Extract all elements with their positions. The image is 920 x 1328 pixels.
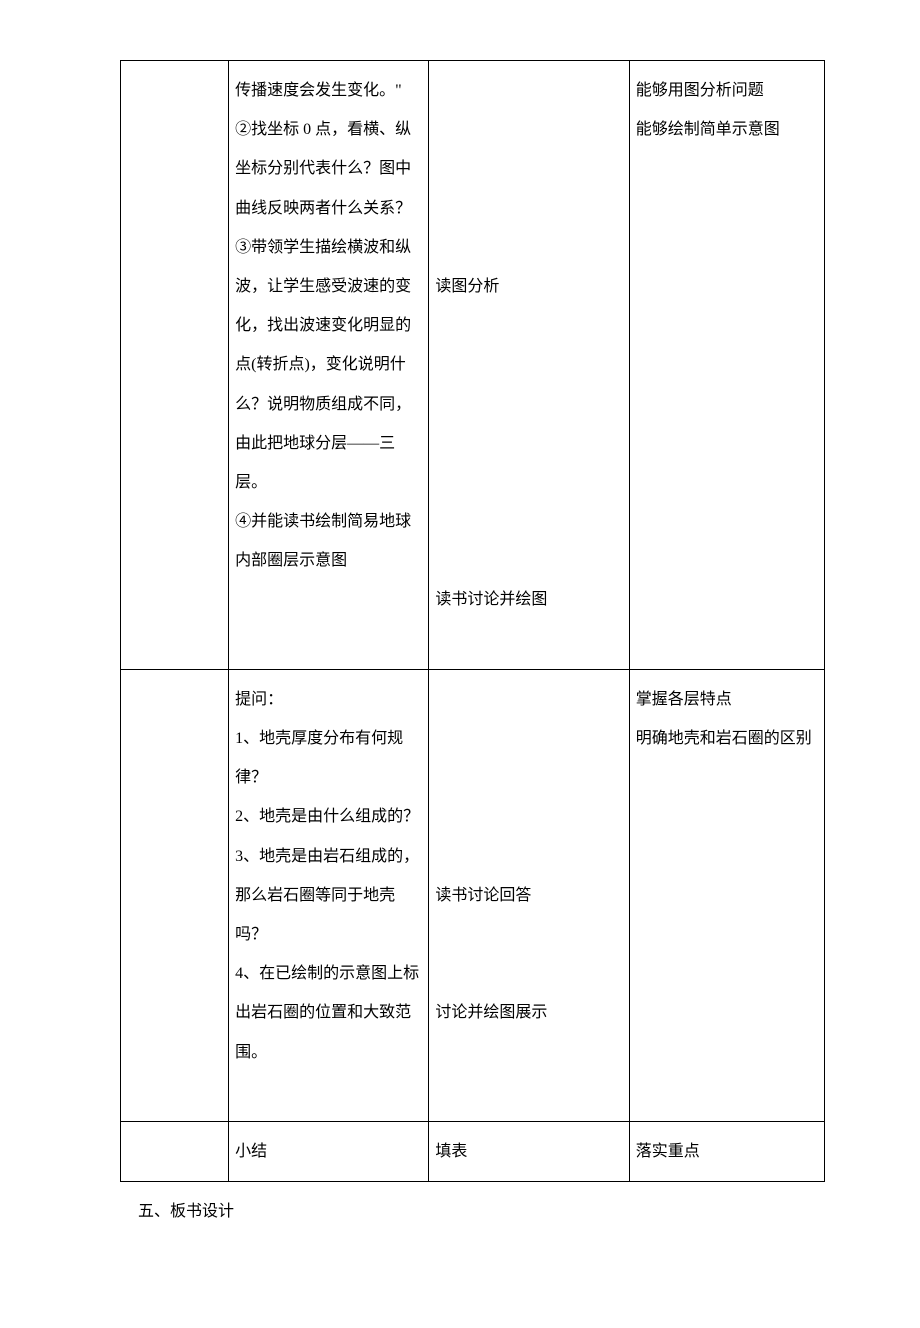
cell-text bbox=[435, 424, 622, 463]
cell-text bbox=[435, 502, 622, 541]
cell-text: 2、地壳是由什么组成的？ bbox=[235, 797, 422, 836]
cell-text: 讨论并绘图展示 bbox=[435, 993, 622, 1032]
cell-text bbox=[235, 580, 422, 619]
cell-text: 落实重点 bbox=[636, 1132, 818, 1171]
cell-text: 1、地壳厚度分布有何规律？ bbox=[235, 719, 422, 797]
cell-text: 4、在已绘制的示意图上标出岩石圈的位置和大致范围。 bbox=[235, 954, 422, 1072]
cell-text: 传播速度会发生变化。" bbox=[235, 71, 422, 110]
cell-text: 读图分析 bbox=[435, 267, 622, 306]
cell-text: ③带领学生描绘横波和纵波，让学生感受波速的变化，找出波速变化明显的点(转折点)，… bbox=[235, 228, 422, 502]
cell-text bbox=[435, 385, 622, 424]
cell-text: 提问： bbox=[235, 680, 422, 719]
cell-text bbox=[435, 149, 622, 188]
cell-text bbox=[435, 797, 622, 836]
section-heading: 五、板书设计 bbox=[120, 1196, 825, 1228]
col-3: 填表 bbox=[429, 1121, 629, 1181]
cell-text: 掌握各层特点 bbox=[636, 680, 818, 719]
cell-text bbox=[435, 541, 622, 580]
col-3: 读书讨论回答 讨论并绘图展示 bbox=[429, 669, 629, 1121]
cell-text bbox=[435, 719, 622, 758]
cell-text bbox=[435, 915, 622, 954]
col-4: 落实重点 bbox=[629, 1121, 824, 1181]
cell-text bbox=[435, 620, 622, 659]
col-1 bbox=[121, 669, 229, 1121]
cell-text: 读书讨论回答 bbox=[435, 876, 622, 915]
col-4: 能够用图分析问题能够绘制简单示意图 bbox=[629, 61, 824, 670]
cell-text bbox=[235, 1072, 422, 1111]
cell-text bbox=[435, 228, 622, 267]
cell-text bbox=[435, 71, 622, 110]
table-row: 小结填表落实重点 bbox=[121, 1121, 825, 1181]
col-2: 提问：1、地壳厚度分布有何规律？2、地壳是由什么组成的？3、地壳是由岩石组成的，… bbox=[229, 669, 429, 1121]
cell-text bbox=[435, 306, 622, 345]
col-2: 传播速度会发生变化。"②找坐标 0 点，看横、纵坐标分别代表什么？图中曲线反映两… bbox=[229, 61, 429, 670]
table-row: 传播速度会发生变化。"②找坐标 0 点，看横、纵坐标分别代表什么？图中曲线反映两… bbox=[121, 61, 825, 670]
cell-text bbox=[435, 189, 622, 228]
col-4: 掌握各层特点明确地壳和岩石圈的区别 bbox=[629, 669, 824, 1121]
table-body: 传播速度会发生变化。"②找坐标 0 点，看横、纵坐标分别代表什么？图中曲线反映两… bbox=[121, 61, 825, 1182]
cell-text: 3、地壳是由岩石组成的，那么岩石圈等同于地壳吗？ bbox=[235, 837, 422, 955]
col-2: 小结 bbox=[229, 1121, 429, 1181]
cell-text: 能够绘制简单示意图 bbox=[636, 110, 818, 149]
table-row: 提问：1、地壳厚度分布有何规律？2、地壳是由什么组成的？3、地壳是由岩石组成的，… bbox=[121, 669, 825, 1121]
cell-text bbox=[435, 110, 622, 149]
cell-text: 小结 bbox=[235, 1132, 422, 1171]
document-page: 传播速度会发生变化。"②找坐标 0 点，看横、纵坐标分别代表什么？图中曲线反映两… bbox=[0, 0, 920, 1328]
cell-text: 填表 bbox=[435, 1132, 622, 1171]
cell-text: 明确地壳和岩石圈的区别 bbox=[636, 719, 818, 758]
col-1 bbox=[121, 1121, 229, 1181]
cell-text: 能够用图分析问题 bbox=[636, 71, 818, 110]
cell-text bbox=[435, 345, 622, 384]
cell-text bbox=[435, 758, 622, 797]
cell-text bbox=[435, 954, 622, 993]
lesson-plan-table: 传播速度会发生变化。"②找坐标 0 点，看横、纵坐标分别代表什么？图中曲线反映两… bbox=[120, 60, 825, 1182]
cell-text: 读书讨论并绘图 bbox=[435, 580, 622, 619]
col-3: 读图分析 读书讨论并绘图 bbox=[429, 61, 629, 670]
cell-text: ④并能读书绘制简易地球内部圈层示意图 bbox=[235, 502, 422, 580]
cell-text bbox=[435, 680, 622, 719]
cell-text bbox=[435, 1033, 622, 1072]
cell-text bbox=[435, 837, 622, 876]
cell-text bbox=[435, 1072, 622, 1111]
cell-text bbox=[435, 463, 622, 502]
col-1 bbox=[121, 61, 229, 670]
cell-text: ②找坐标 0 点，看横、纵坐标分别代表什么？图中曲线反映两者什么关系？ bbox=[235, 110, 422, 228]
